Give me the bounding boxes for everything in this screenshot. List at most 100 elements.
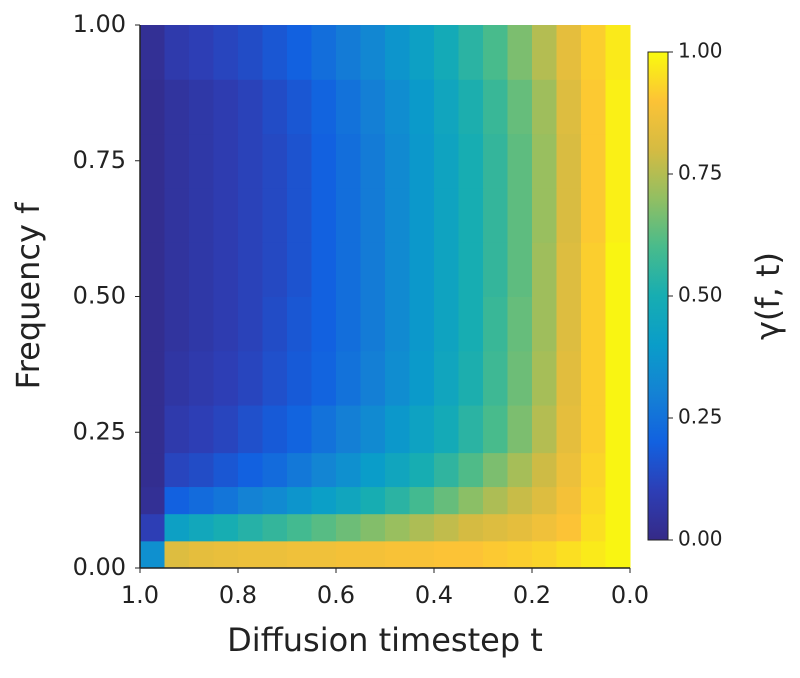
heatmap-cell: [311, 452, 337, 488]
colorbar-tick-label: 0.00: [678, 527, 723, 551]
heatmap-cell: [311, 540, 337, 569]
y-tick-label: 0.75: [73, 146, 126, 174]
heatmap-cell: [238, 513, 263, 542]
heatmap-cell: [409, 350, 435, 406]
heatmap-cell: [434, 486, 459, 515]
y-tick-label: 0.25: [73, 417, 126, 445]
heatmap-cell: [140, 133, 165, 189]
heatmap-cell: [164, 540, 190, 569]
heatmap-cell: [262, 405, 288, 454]
heatmap-cell: [385, 296, 410, 352]
heatmap-cell: [532, 513, 557, 542]
heatmap-cell: [458, 25, 484, 80]
heatmap-cell: [581, 79, 606, 135]
heatmap-cell: [434, 187, 459, 243]
heatmap-cell: [532, 350, 557, 406]
heatmap-cell: [311, 486, 337, 515]
heatmap-cell: [360, 513, 386, 542]
heatmap-cell: [434, 350, 459, 406]
heatmap-cell: [532, 540, 557, 569]
heatmap-cell: [213, 187, 239, 243]
heatmap-cell: [385, 452, 410, 488]
heatmap-cell: [336, 350, 361, 406]
heatmap-cell: [605, 513, 631, 542]
heatmap-cell: [605, 242, 631, 297]
x-tick-label: 0.4: [415, 581, 453, 609]
heatmap-cell: [213, 25, 239, 80]
heatmap-cell: [605, 486, 631, 515]
heatmap-cell: [556, 540, 582, 569]
heatmap-cell: [434, 296, 459, 352]
heatmap-cell: [140, 79, 165, 135]
y-tick-label: 0.50: [73, 282, 126, 310]
heatmap-cell: [483, 513, 508, 542]
heatmap-cell: [532, 296, 557, 352]
x-tick-label: 0.6: [317, 581, 355, 609]
heatmap-cell: [605, 405, 631, 454]
heatmap-cell: [507, 486, 533, 515]
heatmap-cell: [164, 242, 190, 297]
heatmap-cell: [287, 405, 312, 454]
heatmap-cell: [164, 452, 190, 488]
heatmap-cell: [262, 79, 288, 135]
heatmap-cell: [385, 133, 410, 189]
heatmap-cell: [164, 296, 190, 352]
heatmap-cell: [434, 79, 459, 135]
heatmap-cell: [483, 350, 508, 406]
heatmap-cell: [311, 296, 337, 352]
heatmap-cell: [238, 187, 263, 243]
heatmap-cell: [287, 242, 312, 297]
heatmap-cell: [238, 25, 263, 80]
heatmap-cell: [434, 452, 459, 488]
heatmap-cell: [409, 242, 435, 297]
heatmap-cell: [483, 187, 508, 243]
heatmap-cell: [532, 242, 557, 297]
heatmap-cell: [189, 513, 214, 542]
heatmap-cell: [336, 540, 361, 569]
heatmap-cell: [336, 25, 361, 80]
y-tick-label: 1.00: [73, 10, 126, 38]
heatmap-cell: [189, 187, 214, 243]
heatmap-cell: [458, 486, 484, 515]
heatmap-cell: [434, 25, 459, 80]
heatmap-cell: [213, 79, 239, 135]
heatmap-cell: [238, 486, 263, 515]
heatmap-cell: [581, 187, 606, 243]
heatmap-cell: [360, 540, 386, 569]
heatmap-cell: [581, 242, 606, 297]
heatmap-cell: [189, 405, 214, 454]
heatmap-cell: [311, 133, 337, 189]
heatmap-cell: [287, 187, 312, 243]
heatmap-cell: [189, 540, 214, 569]
heatmap-cell: [483, 79, 508, 135]
heatmap-cell: [140, 187, 165, 243]
heatmap-cell: [311, 25, 337, 80]
heatmap-cell: [311, 79, 337, 135]
heatmap-cell: [409, 25, 435, 80]
heatmap-cell: [311, 405, 337, 454]
heatmap-cell: [434, 242, 459, 297]
x-tick-label: 0.2: [513, 581, 551, 609]
heatmap-cell: [556, 187, 582, 243]
heatmap-cell: [360, 405, 386, 454]
heatmap-cell: [507, 452, 533, 488]
heatmap-cell: [507, 25, 533, 80]
heatmap-cell: [385, 540, 410, 569]
heatmap-cell: [311, 513, 337, 542]
y-tick-label: 0.00: [73, 553, 126, 581]
heatmap-cell: [336, 452, 361, 488]
heatmap-cell: [532, 133, 557, 189]
heatmap-cell: [287, 133, 312, 189]
heatmap-cell: [409, 187, 435, 243]
heatmap-cell: [434, 513, 459, 542]
heatmap-cell: [311, 350, 337, 406]
heatmap-cell: [458, 540, 484, 569]
heatmap-cell: [164, 133, 190, 189]
heatmap-cell: [336, 133, 361, 189]
heatmap-cell: [507, 242, 533, 297]
heatmap-cell: [458, 405, 484, 454]
heatmap-cell: [385, 242, 410, 297]
heatmap-cell: [213, 405, 239, 454]
heatmap-cell: [360, 242, 386, 297]
